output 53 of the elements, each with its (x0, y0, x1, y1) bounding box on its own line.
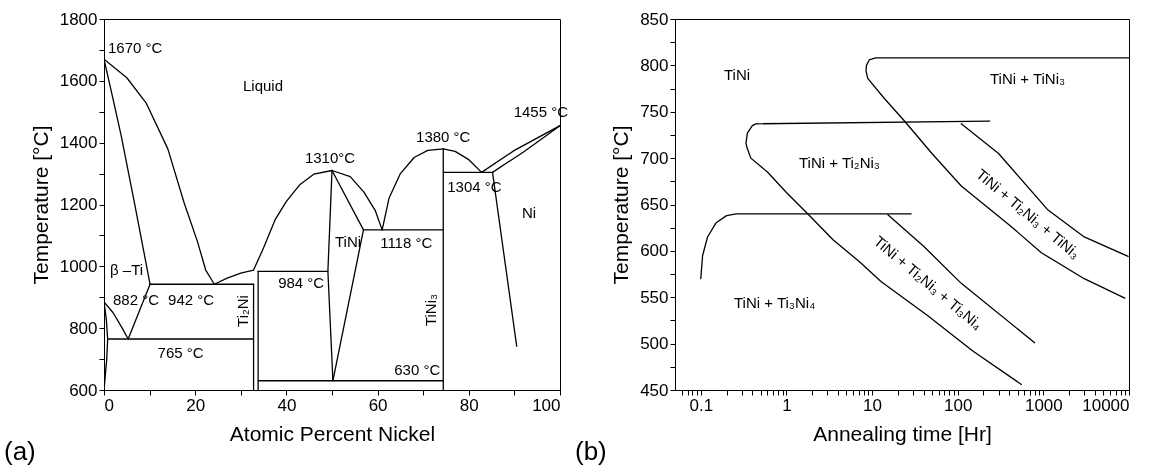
x-tick-label: 80 (459, 395, 479, 415)
x-tick-label: 1 (782, 395, 792, 415)
x-axis-title: Atomic Percent Nickel (229, 421, 436, 445)
annotation: Ti₂Ni (234, 295, 251, 327)
y-tick-label: 1400 (59, 133, 98, 153)
annotation: 882 °C (113, 290, 160, 308)
y-tick-label: 1600 (59, 71, 98, 91)
x-tick-label: 10000 (1082, 395, 1130, 415)
y-tick-label: 800 (640, 55, 669, 75)
y-tick-label: 800 (69, 318, 98, 338)
annotation: Liquid (243, 77, 284, 94)
annotation: TiNi₃ (422, 293, 439, 327)
annotation: TiNi + TiNi₃ (990, 70, 1066, 87)
x-tick-label: 10 (863, 395, 883, 415)
x-tick-label: 0.1 (689, 395, 714, 415)
annotation: 1118 °C (380, 233, 433, 251)
annotation: 1380 °C (416, 127, 471, 145)
annotation: 765 °C (157, 343, 204, 361)
x-tick-label: 0 (104, 395, 114, 415)
text: (a) (4, 436, 36, 466)
y-tick-label: 500 (640, 334, 669, 354)
x-tick-label: 40 (277, 395, 297, 415)
y-tick-label: 600 (69, 380, 98, 400)
x-tick-label: 60 (368, 395, 388, 415)
y-tick-label: 550 (640, 287, 669, 307)
text: (b) (575, 436, 607, 466)
y-tick-label: 700 (640, 148, 669, 168)
annotation: 630 °C (394, 360, 441, 378)
annotation: TiNi (335, 233, 362, 250)
y-tick-label: 450 (640, 380, 669, 400)
y-axis-title: Temperature [°C] (28, 125, 52, 285)
x-axis-title: Annealing time [Hr] (813, 421, 992, 445)
x-tick-label: 100 (944, 395, 973, 415)
annotation: 1310°C (304, 149, 356, 167)
x-tick-label: 100 (532, 395, 561, 415)
y-axis-title: Temperature [°C] (609, 125, 633, 285)
annotation: TiNi + Ti₂Ni₃ (799, 154, 880, 171)
annotation: 984 °C (278, 274, 325, 292)
annotation: TiNi + Ti₃Ni₄ (734, 294, 816, 311)
y-tick-label: 850 (640, 9, 669, 29)
y-tick-label: 650 (640, 195, 669, 214)
annotation: β –Ti (110, 261, 144, 278)
y-tick-label: 1800 (59, 9, 98, 29)
y-tick-label: 1000 (59, 256, 98, 276)
annotation: Ni (522, 204, 537, 221)
y-tick-label: 1200 (59, 195, 98, 214)
x-tick-label: 1000 (1024, 395, 1063, 415)
y-tick-label: 750 (640, 102, 669, 122)
y-tick-label: 600 (640, 241, 669, 261)
annotation: TiNi (724, 66, 751, 83)
annotation: 942 °C (168, 291, 215, 309)
x-tick-label: 20 (186, 395, 206, 415)
annotation: 1670 °C (108, 39, 163, 57)
